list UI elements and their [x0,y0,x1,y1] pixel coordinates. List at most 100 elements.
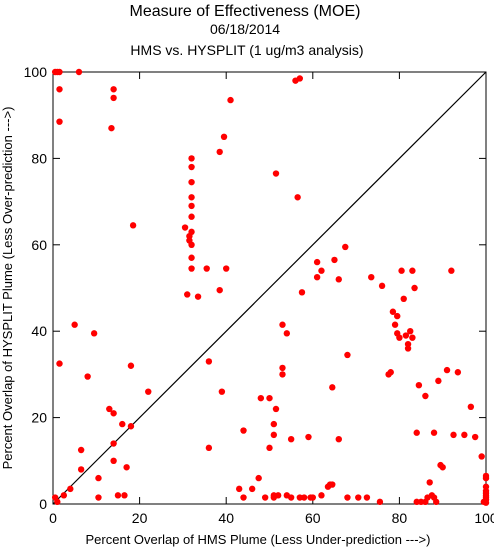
y-tick-label: 0 [39,496,47,512]
data-point [467,403,475,410]
data-point [194,293,202,300]
x-tick-label: 100 [474,510,494,526]
data-point [329,481,336,488]
data-point [108,124,115,132]
data-point [84,373,91,380]
data-point [261,494,269,501]
data-point [255,474,262,482]
data-point [318,267,325,274]
y-tick-label: 80 [31,150,47,166]
x-axis-ticks: 0 20 40 60 80 100 [49,72,494,526]
data-point [56,360,63,367]
data-point [266,444,273,452]
data-point [331,256,338,264]
x-tick-label: 60 [305,510,321,526]
data-point [114,492,122,499]
chart-subtitle-analysis: HMS vs. HYSPLIT (1 ug/m3 analysis) [130,42,363,58]
data-point [127,423,135,430]
data-point [220,133,228,140]
y-axis-ticks: 0 20 40 60 80 100 [24,64,486,512]
data-point [240,427,247,434]
x-tick-label: 80 [392,510,408,526]
data-point [203,265,210,272]
data-point [188,241,195,248]
one-to-one-line [52,71,487,505]
data-point [274,492,282,499]
data-point [75,68,83,76]
data-point [56,86,63,93]
data-point [110,86,117,93]
data-point [145,388,152,395]
data-point [387,369,394,376]
data-point [300,494,308,501]
data-point [110,457,117,464]
data-point [309,494,316,501]
data-point [318,492,325,499]
data-point [129,222,137,229]
data-point [294,194,301,201]
data-point [398,267,405,274]
data-point [123,464,130,471]
data-point [411,284,418,292]
data-point [389,308,397,315]
x-tick-label: 40 [218,510,234,526]
y-axis-label: Percent Overlap of HYSPLIT Plume (Less O… [0,107,15,470]
data-point [400,295,407,302]
data-point [56,118,63,125]
data-point [454,369,462,376]
data-point [188,254,195,261]
x-tick-label: 0 [49,510,57,526]
data-point [248,485,256,493]
data-point [110,94,117,102]
data-point [482,472,490,480]
data-point [272,405,280,413]
data-point [482,499,490,506]
data-point [391,321,399,328]
data-point [450,431,457,439]
data-point [426,479,433,486]
data-point [433,498,440,506]
data-point [435,377,442,385]
data-point [127,362,135,369]
data-point [448,267,455,274]
data-point [188,163,195,171]
data-point [272,170,280,177]
data-point [355,494,362,501]
y-tick-label: 20 [31,410,47,426]
data-point [110,410,117,417]
data-point [461,431,468,439]
data-point [422,392,429,400]
data-point [110,440,117,447]
data-point [329,384,336,391]
data-point [270,431,278,439]
data-point [240,494,247,501]
data-points [51,68,490,506]
x-tick-label: 20 [132,510,148,526]
data-point [257,394,265,402]
data-point [313,258,321,266]
data-point [106,405,113,413]
data-point [415,382,423,389]
data-point [409,334,416,341]
data-point [67,485,74,493]
data-point [279,371,286,378]
data-point [305,433,312,441]
data-point [283,330,291,337]
data-point [181,224,189,231]
data-point [77,466,85,473]
data-point [184,291,191,298]
y-tick-label: 60 [31,237,47,253]
y-tick-label: 40 [31,323,47,339]
data-point [227,96,234,104]
data-point [90,330,98,337]
data-point [77,446,85,454]
data-point [335,276,342,283]
data-point [404,345,412,352]
data-point [430,429,438,436]
data-point [287,494,295,501]
data-point [482,483,490,490]
chart-subtitle-date: 06/18/2014 [210,21,280,37]
data-point [216,148,223,156]
data-point [407,328,414,335]
